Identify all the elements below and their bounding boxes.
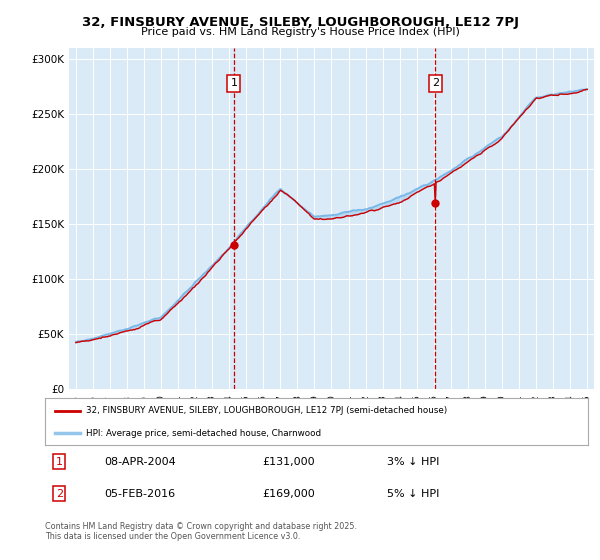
Text: £169,000: £169,000 <box>262 489 315 499</box>
Text: Price paid vs. HM Land Registry's House Price Index (HPI): Price paid vs. HM Land Registry's House … <box>140 27 460 37</box>
Text: 2: 2 <box>432 78 439 88</box>
Text: 1: 1 <box>230 78 238 88</box>
Text: 32, FINSBURY AVENUE, SILEBY, LOUGHBOROUGH, LE12 7PJ: 32, FINSBURY AVENUE, SILEBY, LOUGHBOROUG… <box>82 16 518 29</box>
Text: 1: 1 <box>56 456 63 466</box>
Text: 2: 2 <box>56 489 63 499</box>
Text: 3% ↓ HPI: 3% ↓ HPI <box>387 456 439 466</box>
Text: 5% ↓ HPI: 5% ↓ HPI <box>387 489 439 499</box>
Text: 32, FINSBURY AVENUE, SILEBY, LOUGHBOROUGH, LE12 7PJ (semi-detached house): 32, FINSBURY AVENUE, SILEBY, LOUGHBOROUG… <box>86 407 447 416</box>
Text: 05-FEB-2016: 05-FEB-2016 <box>105 489 176 499</box>
Text: £131,000: £131,000 <box>262 456 315 466</box>
Text: Contains HM Land Registry data © Crown copyright and database right 2025.
This d: Contains HM Land Registry data © Crown c… <box>45 522 357 542</box>
Text: 08-APR-2004: 08-APR-2004 <box>105 456 176 466</box>
Text: HPI: Average price, semi-detached house, Charnwood: HPI: Average price, semi-detached house,… <box>86 429 321 438</box>
